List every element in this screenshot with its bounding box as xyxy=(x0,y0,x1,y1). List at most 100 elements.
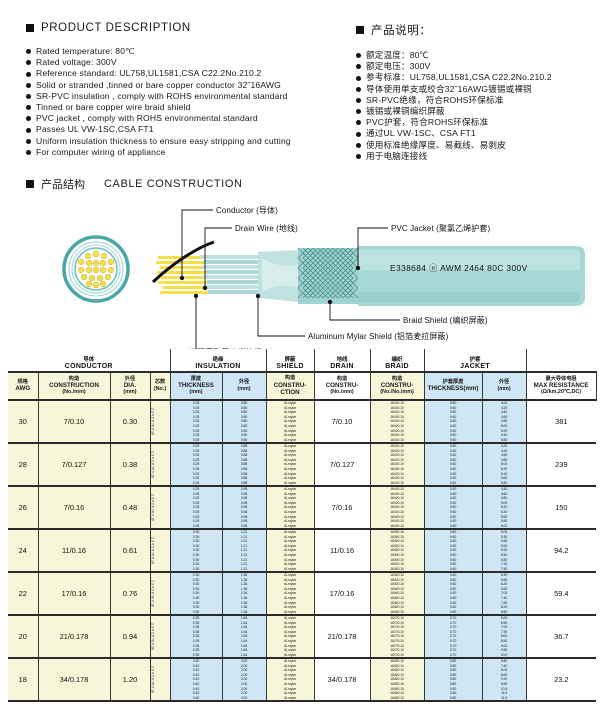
cell-insulation-dia-value: 1.21 xyxy=(240,552,248,557)
cell-jacket-thickness-value: 0.80 xyxy=(449,659,457,664)
subheader-cn: 外径 xyxy=(498,379,510,386)
cell-cores-value: 9 xyxy=(150,514,155,517)
cell-braid-construction-value: 16/7/0.10 xyxy=(390,625,404,630)
cell-insulation-thickness-stack: 0.30 0.30 0.30 0.30 0.30 0.30 0.30 0.30 0.30 xyxy=(171,573,222,614)
description-cn-item: 使用标准绝缘厚度、易截线、易剥皮 xyxy=(356,140,603,151)
cell-cores-stack: 2 3 4 5 6 7 8 9 10 xyxy=(151,401,155,442)
cell-insulation-thickness-value: 0.25 xyxy=(192,437,200,442)
cell-insulation-dia-value: 0.98 xyxy=(240,491,248,496)
bullet-dot-icon xyxy=(356,98,361,103)
cell-jacket-dia-value: 7.00 xyxy=(500,591,508,596)
cell-jacket-thickness-value: 0.60 xyxy=(449,487,457,492)
cell-jacket-dia-value: 5.00 xyxy=(500,423,508,428)
cell-insulation-thickness-stack: 0.25 0.25 0.25 0.25 0.25 0.25 0.25 0.25 0.25 xyxy=(171,444,222,485)
cell-cores-value: 8 xyxy=(150,683,155,686)
cell-drain-construction: 21/0.178 xyxy=(314,615,371,659)
cell-braid-construction-value: 16/5/0.10 xyxy=(390,557,404,562)
cell-insulation-dia-stack: 2.00 2.00 2.00 2.00 2.00 2.00 2.00 2.00 2.00 xyxy=(223,659,266,700)
cell-cores-value: 2 xyxy=(150,580,155,583)
cell-cores-stack: 2 3 4 5 6 7 8 9 10 xyxy=(151,573,155,614)
cell-cores-value: 10 xyxy=(150,646,155,650)
cell-shield-construction-value: Al-mylar xyxy=(284,480,297,485)
cell-insulation-thickness-value: 0.40 xyxy=(192,686,200,691)
cell-drain-construction: 17/0.16 xyxy=(314,572,371,616)
description-en-item: Solid or stranded ,tinned or bare copper… xyxy=(26,80,332,91)
subheader-unit: (mm) xyxy=(497,385,511,392)
cell-shield-construction-value: Al-mylar xyxy=(284,648,297,653)
cable-construction-diagram: Conductor (导体) Drain Wire (地线) PVC Jacke… xyxy=(0,192,603,360)
cell-jacket-dia-stack: 4.00 4.20 4.40 4.60 4.80 5.00 5.20 5.40 5.60 xyxy=(483,401,526,442)
description-cn-item: 额定电压：300V xyxy=(356,61,603,72)
bullet-dot-icon xyxy=(356,53,361,59)
cell-insulation-thickness-value: 0.40 xyxy=(192,695,200,700)
cell-insulation-thickness-value: 0.40 xyxy=(192,663,200,668)
cell-cores-value: 7 xyxy=(150,508,155,511)
cell-jacket-dia-value: 5.90 xyxy=(500,543,508,548)
cell-jacket-thickness-stack: 0.60 0.60 0.60 0.60 0.60 0.60 0.60 0.60 0.60 xyxy=(425,444,482,485)
description-cn-item-label: PVC护套，符合ROHS环保标准 xyxy=(366,117,489,128)
cell-jacket-thickness-value: 0.60 xyxy=(449,591,457,596)
description-en-item-label: SR-PVC insulation , comply with ROHS env… xyxy=(36,90,288,101)
cell-shield-construction-value: Al-mylar xyxy=(284,677,297,682)
subheader-unit: (mm) xyxy=(189,389,203,396)
cell-conductor-dia: 0.94 xyxy=(110,615,151,659)
subheader-unit: (mm) xyxy=(123,389,137,396)
description-en-item: Passes UL VW-1SC,CSA FT1 xyxy=(26,124,332,135)
cell-jacket-thickness-value: 0.60 xyxy=(449,428,457,433)
cell-insulation-thickness-value: 0.30 xyxy=(192,605,200,610)
cell-insulation-dia-value: 1.64 xyxy=(240,620,248,625)
cell-jacket-thickness-value: 0.60 xyxy=(449,509,457,514)
product-description-heading-cn: 产品说明： xyxy=(356,22,603,38)
cell-jacket-dia-value: 8.00 xyxy=(500,634,508,639)
cell-shield-construction-value: Al-mylar xyxy=(284,652,297,657)
cell-insulation-thickness-value: 0.25 xyxy=(192,410,200,415)
description-cn-item-label: 用于电脑连接线 xyxy=(366,150,428,161)
cell-jacket-thickness-value: 0.60 xyxy=(449,577,457,582)
cell-cores-value: 7 xyxy=(150,465,155,468)
cell-jacket-dia-stack: 5.00 5.30 5.60 5.90 6.20 6.50 6.80 7.10 7.40 xyxy=(483,530,526,571)
cell-insulation-dia-stack: 0.98 0.98 0.98 0.98 0.98 0.98 0.98 0.98 0.98 xyxy=(223,487,266,528)
description-en-item: For computer wiring of appliance xyxy=(26,147,332,158)
cell-jacket-thickness-value: 0.80 xyxy=(449,663,457,668)
cell-awg: 28 xyxy=(8,443,39,487)
cell-insulation-thickness-value: 0.25 xyxy=(192,487,200,492)
cell-braid-construction-stack: 16/4/0.10 16/4/0.10 16/4/0.10 16/4/0.10 16/4… xyxy=(371,444,424,485)
table-subheader-constru-: 构造 CONSTRU- (No./mm) xyxy=(314,371,371,401)
cell-jacket-dia-value: 4.00 xyxy=(500,401,508,406)
cell-cores-value: 10 xyxy=(150,560,155,564)
cell-insulation-thickness-stack: 0.35 0.35 0.35 0.35 0.35 0.35 0.35 0.35 0.35 xyxy=(171,616,222,657)
subheader-en: CONSTRUCTION xyxy=(49,382,99,390)
cell-jacket-dia-value: 6.20 xyxy=(500,582,508,587)
cell-jacket-thickness-value: 0.60 xyxy=(449,534,457,539)
cell-jacket-thickness-value: 0.60 xyxy=(449,457,457,462)
cell-jacket-thickness-value: 0.70 xyxy=(449,629,457,634)
square-bullet-icon xyxy=(26,180,34,189)
cell-braid-construction-value: 16/5/0.10 xyxy=(390,530,404,535)
cell-cores-value: 8 xyxy=(150,468,155,471)
product-description-heading-label: PRODUCT DESCRIPTION xyxy=(41,22,191,34)
cell-shield-construction-value: Al-mylar xyxy=(284,419,297,424)
cell-braid-construction-value: 16/5/0.10 xyxy=(390,534,404,539)
cell-insulation-dia-value: 1.64 xyxy=(240,629,248,634)
cell-jacket-dia-value: 6.80 xyxy=(500,659,508,664)
cell-cores-value: 2 xyxy=(150,408,155,411)
cell-shield-construction-value: Al-mylar xyxy=(284,625,297,630)
cell-jacket-thickness-stack: 0.60 0.60 0.60 0.60 0.60 0.60 0.60 0.60 0.60 xyxy=(425,487,482,528)
cell-jacket-thickness-value: 0.60 xyxy=(449,444,457,449)
table-row: 28 7/0.127 0.38 2 3 4 5 6 7 8 9 10 0.25 0.25 0.25 0.25 0… xyxy=(8,443,597,487)
cell-braid-construction-value: 16/5/0.10 xyxy=(390,539,404,544)
cell-cores-value: 3 xyxy=(150,626,155,628)
cell-cores-stack: 2 3 4 5 6 7 8 9 10 xyxy=(151,487,155,528)
cell-jacket-dia-value: 5.60 xyxy=(500,539,508,544)
cell-insulation-dia-value: 0.98 xyxy=(240,509,248,514)
cell-jacket-thickness-value: 0.60 xyxy=(449,466,457,471)
cell-cores: 2 3 4 5 6 7 8 9 10 xyxy=(150,615,171,659)
cell-insulation-thickness-value: 0.25 xyxy=(192,453,200,458)
cell-braid-construction-value: 16/6/0.10 xyxy=(390,577,404,582)
cell-shield-construction-value: Al-mylar xyxy=(284,595,297,600)
cell-jacket-thickness-value: 0.80 xyxy=(449,672,457,677)
cell-jacket-thickness-value: 0.70 xyxy=(449,634,457,639)
bullet-dot-icon xyxy=(356,142,361,148)
cell-conductor-construction: 7/0.127 xyxy=(38,443,111,487)
bullet-dot-icon xyxy=(26,82,31,88)
